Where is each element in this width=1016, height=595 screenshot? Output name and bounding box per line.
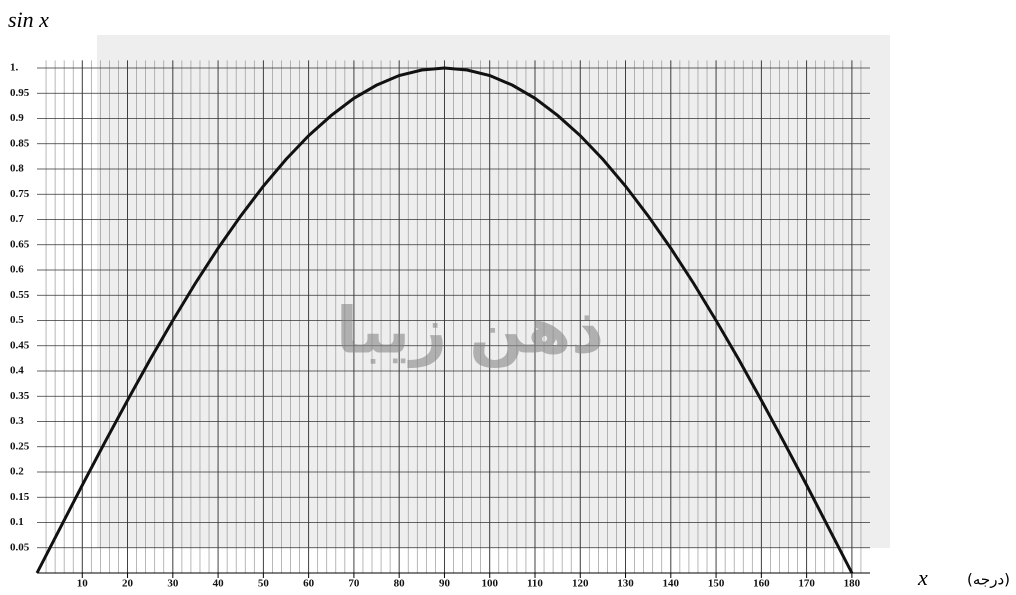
y-tick-label: 0.95 xyxy=(10,87,30,99)
y-tick-label: 0.25 xyxy=(10,440,30,452)
x-tick-label: 80 xyxy=(394,578,406,590)
x-tick-label: 90 xyxy=(439,578,451,590)
x-tick-label: 40 xyxy=(213,578,225,590)
y-tick-label: 0.05 xyxy=(10,541,30,553)
x-tick-label: 60 xyxy=(303,578,315,590)
x-tick-label: 70 xyxy=(348,578,360,590)
plot: 0.05 0.1 0.15 0.2 0.25 0.3 0.35 0.4 0.45 0.5 0.55 0… xyxy=(10,60,870,590)
x-tick-label: 100 xyxy=(481,578,498,590)
background-panel xyxy=(97,35,890,548)
x-tick-label: 50 xyxy=(258,578,270,590)
y-tick-label: 0.3 xyxy=(10,415,24,427)
x-tick-label: 140 xyxy=(663,578,680,590)
x-tick-label: 30 xyxy=(167,578,179,590)
x-tick-label: 10 xyxy=(77,578,89,590)
y-tick-label: 0.8 xyxy=(10,163,24,175)
x-tick-label: 150 xyxy=(708,578,725,590)
x-tick-label: 170 xyxy=(798,578,815,590)
y-tick-label: 0.75 xyxy=(10,188,30,200)
y-tick-label: 0.65 xyxy=(10,238,30,250)
x-tick-label: 130 xyxy=(617,578,634,590)
y-tick-label: 0.4 xyxy=(10,365,24,377)
x-tick-label: 20 xyxy=(122,578,134,590)
y-axis-label: sin x xyxy=(8,7,49,32)
y-tick-label: 0.7 xyxy=(10,213,24,225)
y-tick-label: 0.6 xyxy=(10,264,24,276)
y-tick-label: 0.85 xyxy=(10,137,30,149)
watermark: ذهن زیبا xyxy=(336,295,604,369)
x-axis-label: x xyxy=(917,565,928,590)
y-tick-label: 0.2 xyxy=(10,466,24,478)
y-tick-label: 0.55 xyxy=(10,289,30,301)
line-series xyxy=(35,66,854,574)
x-tick-label: 110 xyxy=(527,578,543,590)
x-tick-label: 120 xyxy=(572,578,589,590)
y-tick-label: 0.45 xyxy=(10,339,30,351)
y-tick-label: 0.9 xyxy=(10,112,24,124)
y-tick-label: 1. xyxy=(10,62,19,74)
y-tick-label: 0.35 xyxy=(10,390,30,402)
y-tick-label: 0.15 xyxy=(10,491,30,503)
y-tick-label: 0.1 xyxy=(10,516,24,528)
y-tick-label: 0.5 xyxy=(10,314,24,326)
x-axis-unit: (درجه) xyxy=(967,571,1010,589)
x-tick-label: 180 xyxy=(844,578,861,590)
x-tick-label: 160 xyxy=(753,578,770,590)
